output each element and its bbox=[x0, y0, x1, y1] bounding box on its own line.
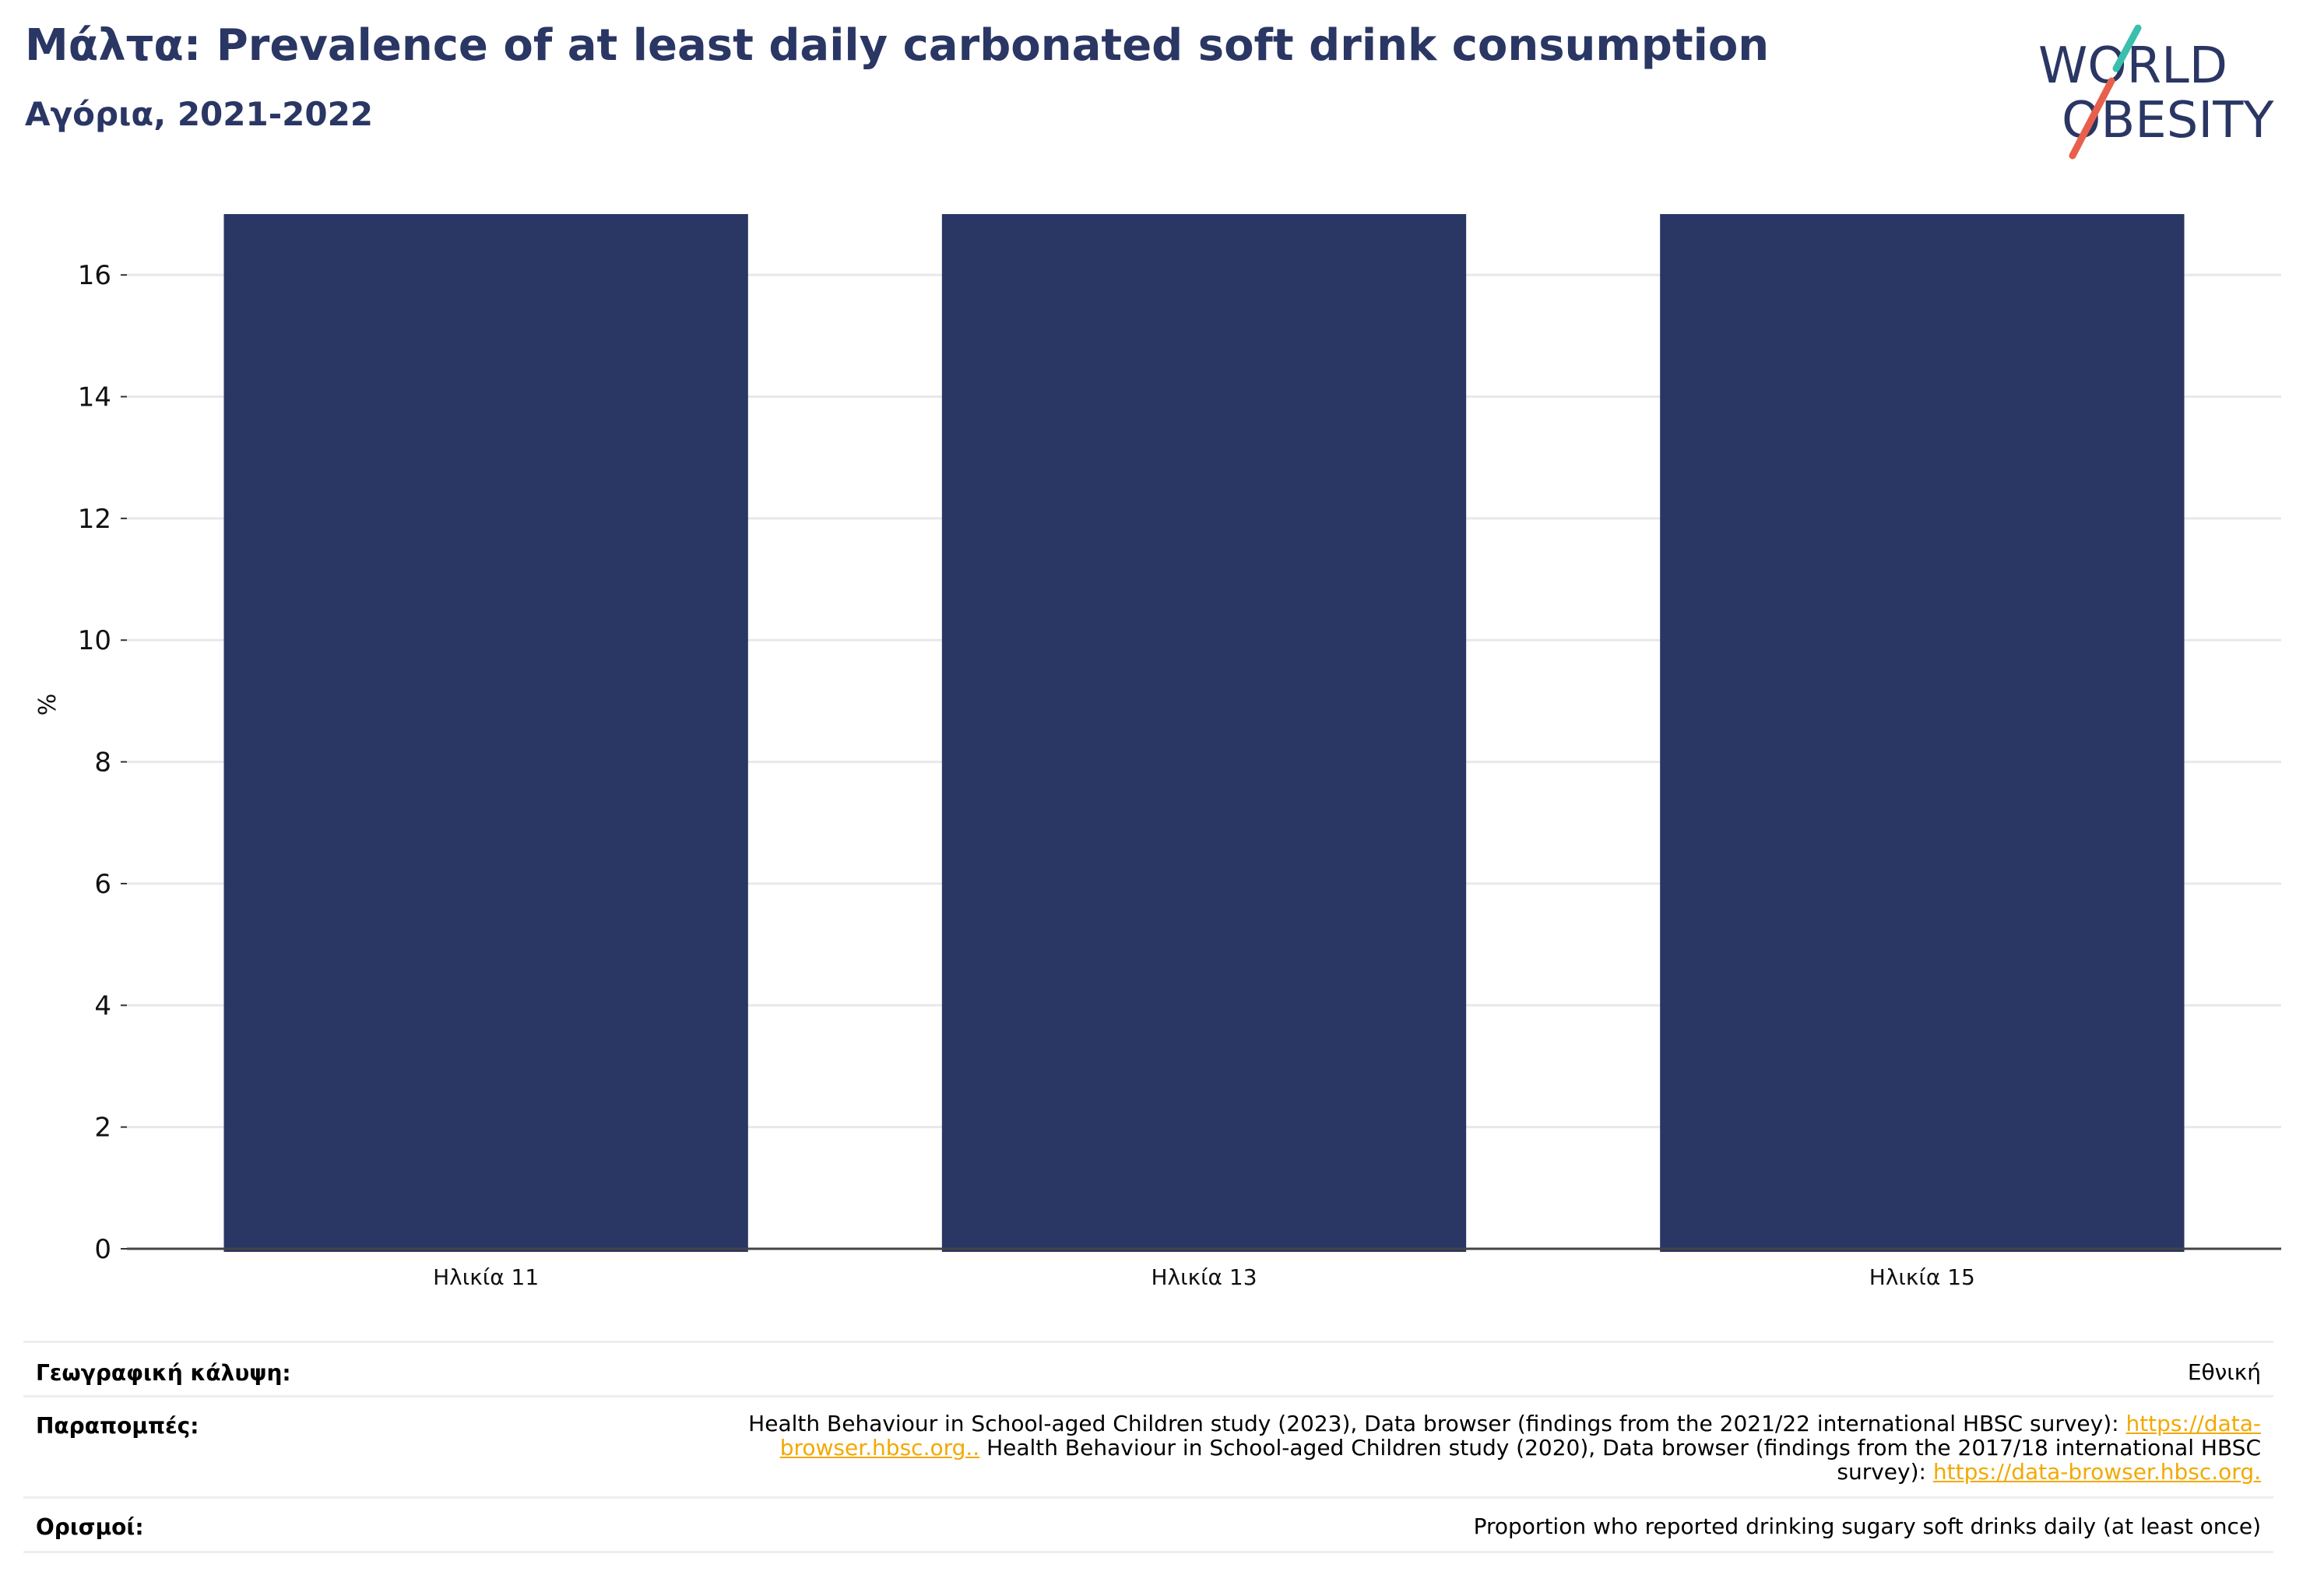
ref1-text: Health Behaviour in School-aged Children… bbox=[748, 1411, 2126, 1436]
ref2-text: Health Behaviour in School-aged Children… bbox=[979, 1435, 2261, 1461]
definitions-row: Ορισμοί: Proportion who reported drinkin… bbox=[23, 1496, 2273, 1553]
logo-line1: WORLD bbox=[2038, 37, 2227, 95]
logo-slash-teal bbox=[2112, 24, 2142, 72]
chart-subtitle: Αγόρια, 2021-2022 bbox=[25, 95, 374, 133]
references-value: Health Behaviour in School-aged Children… bbox=[626, 1411, 2261, 1484]
y-tick-label: 16 bbox=[78, 260, 111, 291]
coverage-row: Γεωγραφική κάλυψη: Εθνική bbox=[23, 1341, 2273, 1397]
bar[interactable] bbox=[1660, 214, 2185, 1252]
definitions-value: Proportion who reported drinking sugary … bbox=[1473, 1513, 2261, 1539]
y-tick-label: 10 bbox=[78, 625, 111, 656]
bar[interactable] bbox=[941, 214, 1467, 1252]
world-obesity-logo: WORLD OBESITY bbox=[2038, 24, 2274, 160]
x-category-label: Ηλικία 11 bbox=[433, 1264, 539, 1290]
ref1-link-cont[interactable]: browser.hbsc.org.. bbox=[779, 1435, 980, 1461]
bar[interactable] bbox=[223, 214, 748, 1252]
y-tick-label: 0 bbox=[94, 1234, 111, 1265]
references-row: Παραπομπές: Health Behaviour in School-a… bbox=[23, 1395, 2273, 1499]
y-tick-label: 6 bbox=[94, 869, 111, 900]
coverage-label: Γεωγραφική κάλυψη: bbox=[36, 1360, 291, 1386]
y-tick-label: 2 bbox=[94, 1113, 111, 1144]
bar-chart: 0 2 4 6 8 10 12 14 16 Ηλικία 11 Ηλικία 13 Ηλικία 15… bbox=[34, 214, 2281, 1290]
y-tick-label: 8 bbox=[94, 747, 111, 779]
y-tick-label: 12 bbox=[78, 504, 111, 535]
ref1-link[interactable]: https://data- bbox=[2125, 1411, 2261, 1436]
x-category-label: Ηλικία 13 bbox=[1151, 1264, 1257, 1290]
x-category-label: Ηλικία 15 bbox=[1869, 1264, 1975, 1290]
bars bbox=[223, 214, 2185, 1252]
y-tick-label: 14 bbox=[78, 382, 111, 413]
axes: 0 2 4 6 8 10 12 14 16 Ηλικία 11 Ηλικία 13 Ηλικία 15 bbox=[78, 260, 2281, 1290]
coverage-value: Εθνική bbox=[2187, 1359, 2261, 1385]
info-bottom-border bbox=[23, 1551, 2273, 1553]
chart-title: Μάλτα: Prevalence of at least daily carb… bbox=[25, 20, 1770, 71]
references-label: Παραπομπές: bbox=[36, 1413, 199, 1439]
ref2-text-cont: survey): bbox=[1837, 1459, 1933, 1485]
y-tick-label: 4 bbox=[94, 990, 111, 1021]
definitions-label: Ορισμοί: bbox=[36, 1514, 144, 1540]
ref2-link[interactable]: https://data-browser.hbsc.org. bbox=[1932, 1459, 2261, 1485]
logo-slash-red bbox=[2069, 77, 2115, 160]
y-axis-label: % bbox=[34, 694, 62, 716]
